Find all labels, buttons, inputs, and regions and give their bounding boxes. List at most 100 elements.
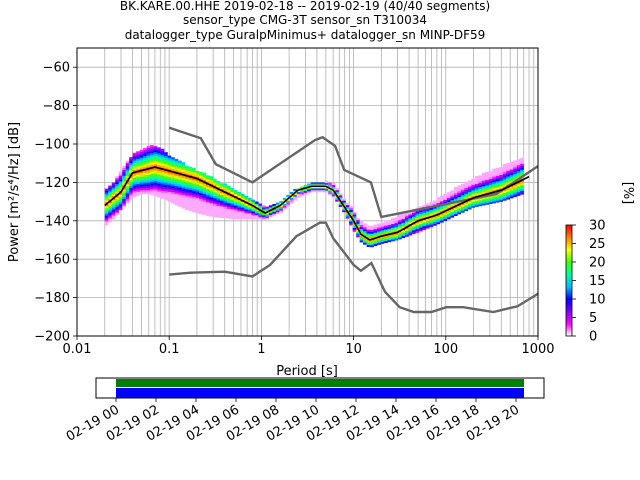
density-cell bbox=[157, 181, 161, 185]
density-cell bbox=[481, 178, 486, 181]
density-cell bbox=[244, 211, 249, 214]
density-cell bbox=[139, 184, 144, 187]
density-cell bbox=[150, 193, 154, 196]
density-cell bbox=[282, 207, 287, 210]
density-cell bbox=[481, 201, 486, 204]
density-cell bbox=[509, 161, 514, 164]
density-cell bbox=[146, 190, 151, 193]
density-cell bbox=[492, 197, 496, 200]
density-cell bbox=[164, 161, 168, 164]
density-cell bbox=[150, 148, 154, 152]
density-cell bbox=[115, 195, 119, 198]
density-cell bbox=[174, 160, 179, 163]
density-cell bbox=[296, 189, 301, 193]
density-cell bbox=[516, 161, 521, 164]
density-cell bbox=[453, 192, 458, 195]
density-cell bbox=[157, 162, 161, 165]
density-cell bbox=[415, 230, 420, 233]
density-cell bbox=[405, 221, 409, 224]
density-cell bbox=[446, 213, 451, 216]
density-cell bbox=[506, 195, 510, 198]
density-cell bbox=[513, 173, 517, 176]
density-cell bbox=[171, 163, 175, 166]
density-cell bbox=[436, 199, 441, 202]
density-cell bbox=[485, 187, 490, 190]
density-cell bbox=[506, 176, 510, 179]
density-cell bbox=[268, 207, 273, 210]
timeline-bar bbox=[116, 379, 524, 387]
density-cell bbox=[314, 186, 318, 189]
density-cell bbox=[104, 188, 109, 191]
density-cell bbox=[219, 215, 224, 218]
density-cell bbox=[125, 195, 130, 198]
density-cell bbox=[195, 203, 200, 206]
density-cell bbox=[157, 178, 161, 181]
density-cell bbox=[150, 158, 154, 161]
density-cell bbox=[478, 202, 483, 205]
density-cell bbox=[223, 198, 228, 202]
density-cell bbox=[471, 182, 476, 185]
density-cell bbox=[370, 229, 374, 232]
density-cell bbox=[509, 194, 514, 197]
density-cell bbox=[111, 209, 116, 212]
density-cell bbox=[132, 195, 137, 198]
density-cell bbox=[171, 193, 175, 196]
density-cell bbox=[181, 166, 186, 169]
density-cell bbox=[321, 184, 325, 187]
density-cell bbox=[150, 156, 154, 159]
density-cell bbox=[240, 195, 245, 198]
density-cell bbox=[425, 220, 430, 223]
density-cell bbox=[111, 196, 116, 199]
density-cell bbox=[199, 171, 203, 174]
density-cell bbox=[499, 176, 503, 179]
density-cell bbox=[164, 177, 168, 180]
density-cell bbox=[471, 188, 476, 191]
density-cell bbox=[436, 202, 441, 206]
density-cell bbox=[321, 182, 325, 185]
density-cell bbox=[391, 218, 395, 221]
density-cell bbox=[122, 190, 126, 194]
density-cell bbox=[335, 197, 339, 200]
density-cell bbox=[436, 218, 441, 221]
density-cell bbox=[384, 231, 388, 234]
density-cell bbox=[356, 217, 360, 221]
density-cell bbox=[125, 183, 130, 186]
density-cell bbox=[495, 194, 500, 197]
density-cell bbox=[460, 183, 465, 186]
density-cell bbox=[398, 225, 402, 228]
density-cell bbox=[457, 194, 462, 198]
density-cell bbox=[499, 178, 503, 181]
density-cell bbox=[150, 170, 154, 173]
density-cell bbox=[446, 196, 451, 199]
density-cell bbox=[199, 208, 203, 211]
density-cell bbox=[268, 211, 273, 214]
density-cell bbox=[380, 226, 385, 229]
density-cell bbox=[432, 215, 437, 219]
density-cell bbox=[474, 181, 479, 184]
density-cell bbox=[192, 183, 196, 186]
density-cell bbox=[467, 191, 472, 195]
density-cell bbox=[237, 205, 242, 208]
density-cell bbox=[502, 177, 507, 180]
density-cell bbox=[157, 174, 161, 177]
density-cell bbox=[160, 196, 165, 199]
density-cell bbox=[160, 154, 165, 157]
density-cell bbox=[181, 175, 186, 178]
density-cell bbox=[206, 209, 210, 213]
density-cell bbox=[108, 191, 112, 194]
density-cell bbox=[118, 179, 123, 182]
density-cell bbox=[272, 213, 277, 216]
density-cell bbox=[237, 193, 242, 197]
density-cell bbox=[439, 199, 444, 202]
density-cell bbox=[206, 211, 210, 214]
density-cell bbox=[359, 224, 364, 228]
density-cell bbox=[384, 237, 388, 240]
density-cell bbox=[485, 185, 490, 188]
density-cell bbox=[226, 189, 231, 192]
density-cell bbox=[418, 223, 423, 226]
density-cell bbox=[506, 182, 510, 185]
density-cell bbox=[478, 188, 483, 191]
density-cell bbox=[139, 151, 144, 154]
density-cell bbox=[129, 178, 133, 181]
